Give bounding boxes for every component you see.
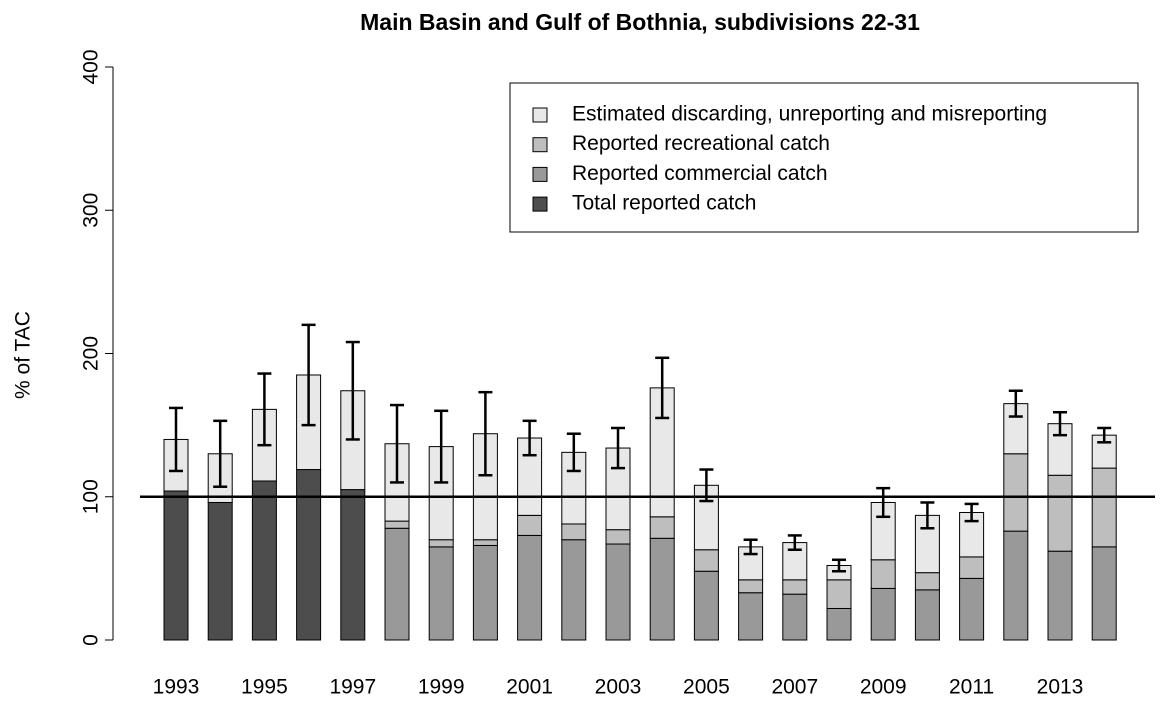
bar-segment (782, 542, 808, 581)
bar-segment (428, 546, 454, 641)
legend-swatch (532, 166, 548, 182)
bar-segment (1091, 546, 1117, 641)
x-tick-label: 2005 (683, 676, 730, 699)
bar-segment (826, 579, 852, 609)
x-tick-label: 1995 (241, 676, 288, 699)
legend-label: Reported recreational catch (572, 132, 830, 155)
legend-box (509, 82, 1139, 233)
x-tick-label: 1999 (418, 676, 465, 699)
x-tick-label: 2003 (595, 676, 642, 699)
bar-segment (472, 539, 498, 546)
bar-segment (296, 469, 322, 641)
bar-segment (384, 520, 410, 529)
bar-segment (870, 559, 896, 589)
bar-segment (782, 579, 808, 595)
bar-segment (738, 592, 764, 641)
bar-segment (428, 539, 454, 548)
x-tick-label: 2001 (506, 676, 553, 699)
x-tick-label: 1993 (153, 676, 200, 699)
legend-swatch (532, 107, 548, 123)
chart-title: Main Basin and Gulf of Bothnia, subdivis… (360, 9, 920, 35)
bar-segment (605, 543, 631, 641)
bar-segment (914, 572, 940, 591)
bar-segment (517, 514, 543, 536)
bar-segment (163, 490, 189, 641)
bar-segment (738, 579, 764, 594)
x-tick-label: 2011 (949, 676, 994, 699)
bar-segment (693, 570, 719, 641)
legend-label: Reported commercial catch (572, 162, 828, 185)
legend-swatch (532, 137, 548, 153)
bar-segment (1003, 453, 1029, 532)
bar-segment (1091, 467, 1117, 548)
bar-segment (207, 501, 233, 641)
bar-segment (1047, 474, 1073, 552)
y-tick-label: 100 (80, 479, 103, 514)
y-tick-label: 200 (80, 336, 103, 371)
bar-segment (472, 544, 498, 641)
legend-label: Total reported catch (572, 192, 756, 215)
y-tick-label: 0 (80, 634, 103, 646)
bar-segment (870, 587, 896, 641)
bar-segment (649, 516, 675, 539)
x-tick-label: 2013 (1037, 676, 1084, 699)
bar-segment (384, 527, 410, 641)
bar-segment (340, 489, 366, 641)
y-axis-label: % of TAC (12, 311, 35, 399)
bar-segment (782, 593, 808, 641)
bar-segment (826, 607, 852, 641)
bar-segment (649, 537, 675, 641)
bar-segment (959, 577, 985, 641)
x-tick-label: 2009 (860, 676, 907, 699)
bar-segment (914, 589, 940, 641)
bar-segment (605, 529, 631, 545)
bar-segment (959, 556, 985, 579)
bar-segment (693, 549, 719, 572)
legend-label: Estimated discarding, unreporting and mi… (572, 103, 1047, 126)
legend-swatch (532, 196, 548, 212)
bar-segment (251, 480, 277, 641)
bar-segment (517, 534, 543, 641)
bar-segment (1003, 530, 1029, 641)
bar-segment (1047, 550, 1073, 641)
bar-segment (561, 523, 587, 541)
y-tick-label: 300 (80, 193, 103, 228)
x-tick-label: 2007 (771, 676, 818, 699)
y-tick-label: 400 (80, 49, 103, 84)
x-tick-label: 1997 (329, 676, 376, 699)
bar-segment (561, 539, 587, 641)
